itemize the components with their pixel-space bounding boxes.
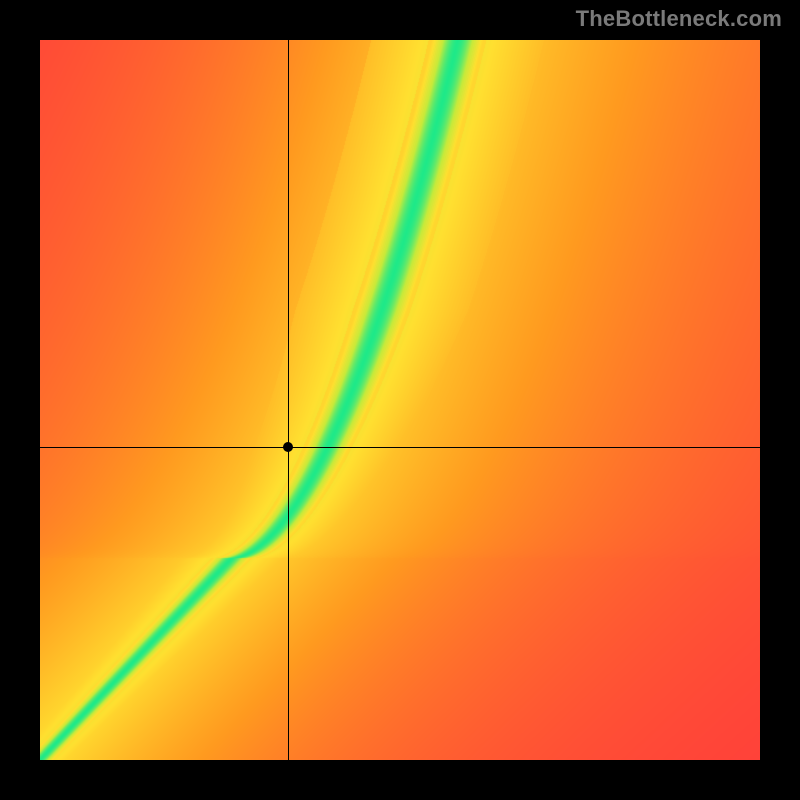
chart-container: TheBottleneck.com <box>0 0 800 800</box>
crosshair-vertical <box>288 40 289 760</box>
watermark-text: TheBottleneck.com <box>576 6 782 32</box>
heatmap-canvas <box>40 40 760 760</box>
crosshair-marker <box>283 442 293 452</box>
plot-area <box>40 40 760 760</box>
crosshair-horizontal <box>40 447 760 448</box>
